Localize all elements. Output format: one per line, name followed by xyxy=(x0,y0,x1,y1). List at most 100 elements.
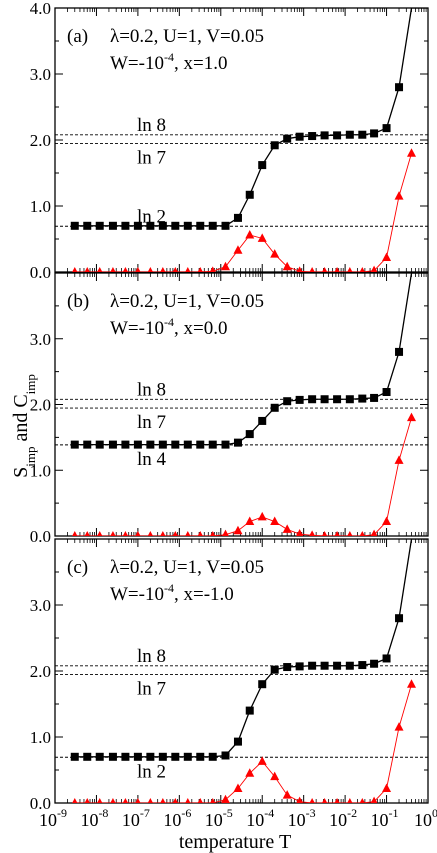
specific-heat-point xyxy=(72,798,78,803)
specific-heat-point xyxy=(282,261,292,271)
specific-heat-point xyxy=(347,267,353,272)
entropy-point xyxy=(146,752,155,761)
specific-heat-point xyxy=(110,267,116,272)
entropy-point xyxy=(221,221,230,230)
entropy-point xyxy=(208,221,217,230)
plot-frame xyxy=(54,538,429,804)
entropy-point xyxy=(183,752,192,761)
params-line-2: W=-10-4, x=-1.0 xyxy=(110,581,234,605)
reference-line-label: ln 7 xyxy=(137,412,166,433)
specific-heat-point xyxy=(370,529,378,536)
specific-heat-point xyxy=(394,455,404,464)
reference-line-label: ln 2 xyxy=(137,761,166,782)
specific-heat-point xyxy=(160,798,166,803)
panel-label: (a) xyxy=(67,26,88,47)
y-tick-label: 0.0 xyxy=(30,527,51,546)
entropy-point xyxy=(108,440,117,449)
entropy-point xyxy=(283,397,292,406)
entropy-point xyxy=(245,190,254,199)
specific-heat-point xyxy=(84,531,90,536)
entropy-point xyxy=(395,347,404,356)
specific-heat-point xyxy=(233,525,243,535)
entropy-point xyxy=(233,737,242,746)
specific-heat-point xyxy=(197,267,203,272)
specific-heat-point xyxy=(72,531,78,536)
y-tick-label: 2.0 xyxy=(30,662,51,681)
specific-heat-point xyxy=(110,531,116,536)
params-line-1: λ=0.2, U=1, V=0.05 xyxy=(110,291,264,312)
x-tick-label: 10-9 xyxy=(39,806,67,830)
x-tick-label: 10-7 xyxy=(122,806,150,830)
x-tick-label: 10-1 xyxy=(371,806,399,830)
entropy-point xyxy=(245,706,254,715)
entropy-point xyxy=(171,440,180,449)
specific-heat-point xyxy=(84,267,90,272)
reference-line-label: ln 2 xyxy=(137,206,166,227)
entropy-point xyxy=(308,395,317,404)
specific-heat-point xyxy=(122,798,129,803)
specific-heat-point xyxy=(309,530,316,536)
entropy-point xyxy=(146,440,155,449)
specific-heat-point xyxy=(309,798,315,803)
specific-heat-point xyxy=(197,531,203,536)
specific-heat-point xyxy=(257,233,267,242)
entropy-point xyxy=(121,221,130,230)
plot-frame xyxy=(54,7,429,273)
entropy-point xyxy=(270,403,279,412)
entropy-point xyxy=(382,388,391,397)
data-layer xyxy=(70,539,428,803)
entropy-point xyxy=(108,221,117,230)
specific-heat-point xyxy=(210,798,216,803)
entropy-point xyxy=(258,161,267,170)
entropy-point xyxy=(358,394,367,403)
entropy-point xyxy=(221,440,230,449)
specific-heat-point xyxy=(382,783,392,792)
specific-heat-point xyxy=(257,511,267,521)
specific-heat-point xyxy=(321,267,328,272)
specific-heat-point xyxy=(185,531,191,536)
entropy-point xyxy=(345,661,354,670)
y-tick-label: 4.0 xyxy=(30,0,51,18)
x-tick-label: 10-2 xyxy=(329,806,357,830)
x-tick-label: 10-8 xyxy=(80,806,108,830)
specific-heat-point xyxy=(334,267,340,272)
entropy-point xyxy=(320,395,329,404)
specific-heat-point xyxy=(221,794,230,803)
entropy-point xyxy=(270,665,279,674)
specific-heat-point xyxy=(270,249,280,258)
specific-heat-point xyxy=(347,531,353,536)
specific-heat-point xyxy=(72,267,78,272)
y-tick-label: 2.0 xyxy=(30,396,51,415)
specific-heat-point xyxy=(245,768,255,777)
specific-heat-point xyxy=(84,798,90,803)
y-tick-label: 3.0 xyxy=(30,596,51,615)
entropy-point xyxy=(345,395,354,404)
entropy-point xyxy=(345,130,354,139)
panel-0: 0.0 1.0 2.0 3.0 4.0 ln 8 ln 7 ln 2 (a) λ=0.2, U=1… xyxy=(30,0,429,282)
specific-heat-point xyxy=(321,531,328,536)
specific-heat-point xyxy=(233,783,243,792)
specific-heat-point xyxy=(321,798,328,803)
entropy-point xyxy=(95,752,104,761)
entropy-point xyxy=(258,416,267,425)
specific-heat-point xyxy=(359,531,365,536)
entropy-point xyxy=(333,661,342,670)
entropy-point xyxy=(158,221,167,230)
entropy-point xyxy=(395,83,404,92)
specific-heat-point xyxy=(245,230,255,239)
y-tick-label: 1.0 xyxy=(30,197,51,216)
panel-label: (c) xyxy=(67,557,88,578)
params-line-2: W=-10-4, x=1.0 xyxy=(110,50,227,74)
specific-heat-point xyxy=(370,796,378,803)
y-tick-label: 2.0 xyxy=(30,131,51,150)
x-axis-ticks: 10-9 10-8 10-7 10-6 10-5 10-4 10-3 10-2 10-1 100 xyxy=(39,806,437,830)
reference-line-label: ln 8 xyxy=(137,379,166,400)
entropy-point xyxy=(308,132,317,141)
entropy-point xyxy=(258,680,267,689)
x-axis-label: temperature T xyxy=(179,831,291,853)
entropy-point xyxy=(83,752,92,761)
entropy-point xyxy=(158,440,167,449)
specific-heat-point xyxy=(295,529,304,536)
entropy-point xyxy=(70,752,79,761)
specific-heat-point xyxy=(270,516,280,526)
